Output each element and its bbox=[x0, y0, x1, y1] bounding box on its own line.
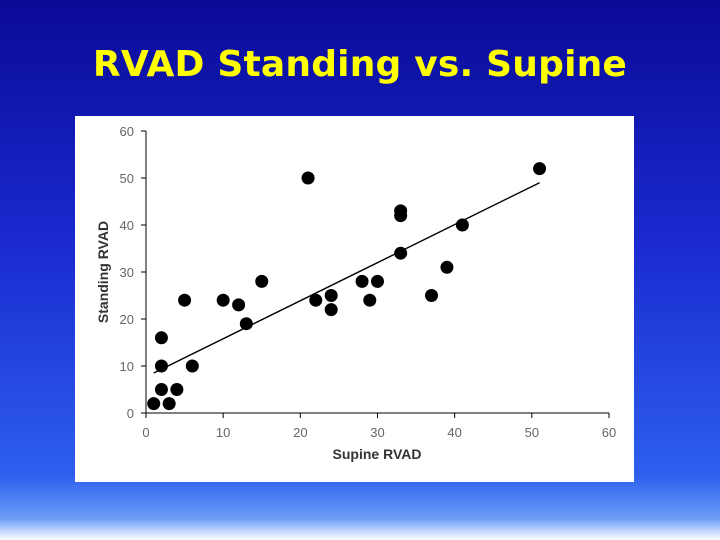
data-point bbox=[455, 218, 469, 232]
data-point bbox=[324, 303, 338, 317]
ticks-layer: 0 10 20 30 40 50 60 0 10 20 30 40 50 60 bbox=[120, 124, 617, 440]
data-point bbox=[355, 274, 369, 288]
data-point bbox=[440, 260, 454, 274]
y-tick-label: 40 bbox=[120, 218, 134, 233]
data-point bbox=[371, 274, 384, 288]
y-tick-label: 50 bbox=[120, 171, 134, 186]
data-point bbox=[178, 293, 192, 307]
trendline-layer bbox=[153, 182, 540, 374]
points-layer bbox=[147, 162, 547, 411]
x-tick-label: 60 bbox=[602, 425, 616, 440]
y-tick-label: 30 bbox=[120, 265, 134, 280]
data-point bbox=[255, 274, 269, 288]
data-point bbox=[232, 298, 246, 312]
data-point bbox=[425, 289, 439, 302]
x-tick-label: 40 bbox=[447, 425, 461, 440]
y-tick-label: 60 bbox=[120, 124, 134, 139]
data-point bbox=[301, 171, 315, 185]
data-point bbox=[394, 209, 408, 223]
data-point bbox=[154, 383, 168, 396]
x-tick-label: 10 bbox=[216, 425, 230, 440]
y-tick-label: 0 bbox=[127, 406, 134, 421]
data-point bbox=[170, 383, 184, 396]
data-point bbox=[185, 359, 199, 373]
y-tick-label: 20 bbox=[120, 312, 134, 327]
x-tick-label: 50 bbox=[525, 425, 539, 440]
scatter-chart: 0 10 20 30 40 50 60 0 10 20 30 40 50 60 Supine RVAD S… bbox=[95, 124, 617, 462]
data-point bbox=[239, 317, 253, 331]
data-point bbox=[324, 289, 338, 302]
x-tick-label: 0 bbox=[142, 425, 149, 440]
chart-panel: 0 10 20 30 40 50 60 0 10 20 30 40 50 60 Supine RVAD S… bbox=[75, 116, 634, 482]
data-point bbox=[147, 397, 161, 411]
x-axis-title: Supine RVAD bbox=[333, 446, 422, 462]
y-tick-label: 10 bbox=[120, 359, 134, 374]
x-tick-label: 30 bbox=[370, 425, 384, 440]
x-tick-label: 20 bbox=[293, 425, 307, 440]
data-point bbox=[394, 246, 408, 260]
data-point bbox=[309, 293, 323, 307]
data-point bbox=[216, 293, 230, 307]
y-axis-title: Standing RVAD bbox=[95, 221, 111, 323]
data-point bbox=[533, 162, 547, 176]
data-point bbox=[154, 331, 168, 345]
data-point bbox=[154, 359, 168, 373]
trendline bbox=[153, 182, 540, 374]
data-point bbox=[162, 397, 176, 411]
slide-title: RVAD Standing vs. Supine bbox=[92, 44, 628, 85]
data-point bbox=[363, 293, 377, 307]
